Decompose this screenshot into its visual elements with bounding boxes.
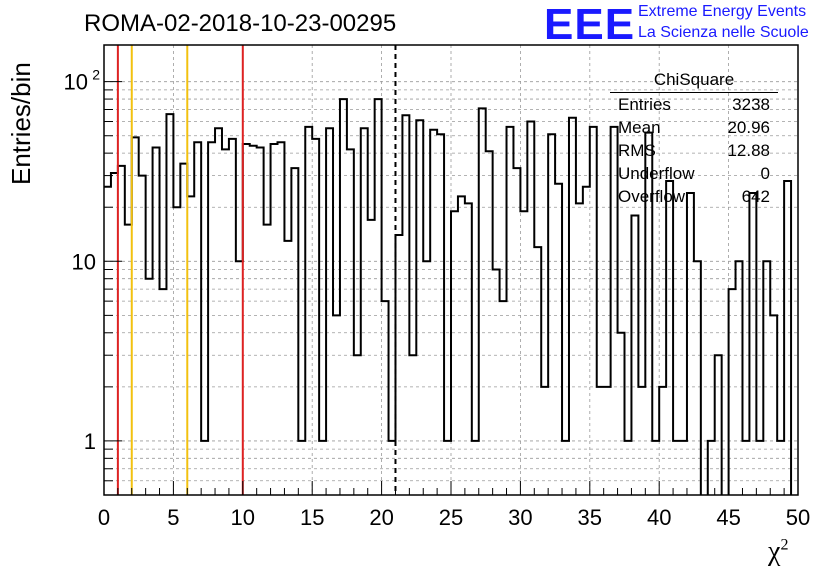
x-tick-label: 45 [716,505,740,530]
y-tick-label: 1 [84,429,96,454]
stats-row: Mean 20.96 [618,118,770,137]
x-tick-label: 30 [508,505,532,530]
y-axis-label: Entries/bin [6,62,36,185]
x-tick-label: 35 [578,505,602,530]
reference-lines [116,45,397,495]
histogram [104,98,793,495]
logo-caption-line1: Extreme Energy Events [638,3,807,20]
stats-row: Overflow 642 [618,187,770,206]
stats-box: ChiSquare Entries 3238 Mean 20.96 RMS 12.88… [610,70,778,208]
x-tick-label: 20 [369,505,393,530]
x-tick-label: 15 [300,505,324,530]
x-tick-label: 25 [439,505,463,530]
stats-row: RMS 12.88 [618,141,770,160]
x-tick-label: 40 [647,505,671,530]
x-tick-label: 50 [786,505,810,530]
eee-logo: EEE [544,0,636,49]
x-axis-label: χ2 [768,536,789,567]
chart-title: ROMA-02-2018-10-23-00295 [84,10,397,37]
y-tick-label: 10 [64,70,88,95]
x-tick-label: 5 [167,505,179,530]
x-tick-label: 10 [231,505,255,530]
stats-title: ChiSquare [610,70,778,93]
y-tick-label-exponent: 2 [92,67,100,83]
y-tick-label: 10 [72,249,96,274]
grid [104,45,798,495]
stats-row: Underflow 0 [618,164,770,183]
stats-row: Entries 3238 [618,95,770,114]
logo-caption-line2: La Scienza nelle Scuole [638,24,809,41]
x-tick-label: 0 [98,505,110,530]
histogram-line [104,98,793,495]
